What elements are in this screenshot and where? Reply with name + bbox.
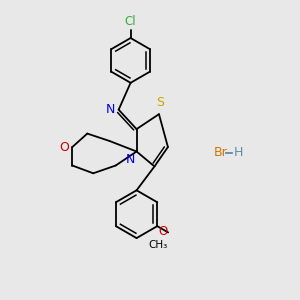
Text: N: N (106, 103, 115, 116)
Text: N: N (126, 153, 135, 166)
Text: O: O (59, 140, 69, 154)
Text: S: S (157, 96, 164, 110)
Text: O: O (158, 225, 167, 238)
Text: Cl: Cl (125, 15, 136, 28)
Text: H: H (234, 146, 243, 160)
Text: CH₃: CH₃ (148, 240, 167, 250)
Text: Br: Br (214, 146, 228, 160)
